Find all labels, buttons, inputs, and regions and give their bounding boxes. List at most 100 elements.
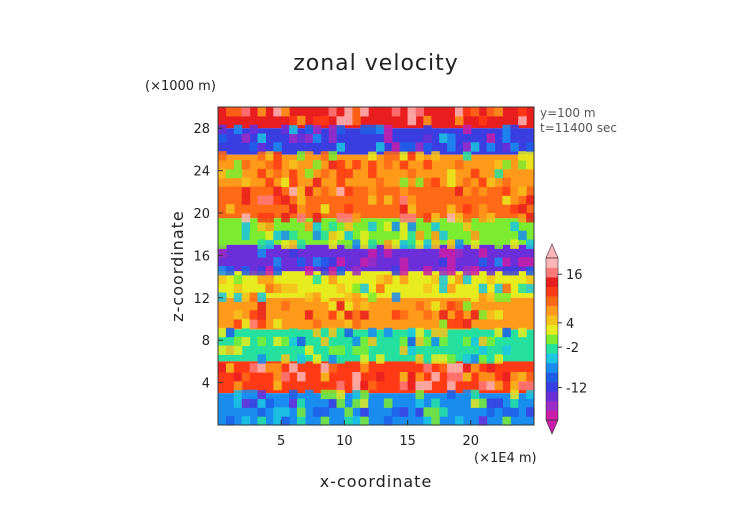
heatmap-cell bbox=[423, 354, 432, 364]
heatmap-cell bbox=[249, 363, 259, 373]
y-unit-label: (×1000 m) bbox=[145, 79, 216, 94]
heatmap-cell bbox=[273, 266, 282, 276]
y-axis-ticks: 4 8 12 16 20 24 28 bbox=[193, 122, 223, 392]
heatmap-cell bbox=[494, 248, 503, 258]
heatmap-cell bbox=[494, 283, 503, 294]
heatmap-cell bbox=[518, 160, 527, 170]
heatmap-cell bbox=[447, 239, 456, 249]
heatmap-cell bbox=[455, 274, 464, 285]
heatmap-cell bbox=[423, 380, 432, 391]
heatmap-cell bbox=[289, 319, 298, 329]
heatmap-cell bbox=[352, 336, 361, 347]
colorbar-segment bbox=[546, 258, 558, 268]
heatmap-cell bbox=[502, 160, 511, 170]
colorbar-segment bbox=[546, 267, 558, 278]
heatmap-cell bbox=[502, 124, 511, 135]
heatmap-cell bbox=[336, 186, 345, 196]
heatmap-cell bbox=[241, 186, 251, 196]
heatmap-cell bbox=[447, 160, 456, 170]
heatmap-cell bbox=[328, 151, 338, 161]
heatmap-cell bbox=[518, 151, 527, 161]
heatmap-cell bbox=[368, 336, 377, 347]
heatmap-cell bbox=[241, 363, 251, 373]
heatmap-cell bbox=[399, 266, 409, 276]
heatmap-cell bbox=[502, 266, 511, 276]
heatmap-cell bbox=[518, 372, 527, 382]
heatmap-cell bbox=[265, 363, 274, 373]
heatmap-cell bbox=[257, 354, 266, 364]
heatmap-cell bbox=[297, 372, 306, 382]
heatmap-cell bbox=[510, 239, 519, 249]
colorbar-segment bbox=[546, 296, 558, 306]
heatmap-cell bbox=[328, 221, 338, 232]
heatmap-cell bbox=[344, 416, 353, 426]
heatmap-cell bbox=[462, 142, 472, 152]
heatmap-cell bbox=[281, 239, 290, 249]
heatmap-cell bbox=[336, 213, 345, 223]
heatmap-cell bbox=[462, 389, 472, 400]
heatmap-cell bbox=[289, 168, 298, 179]
heatmap-cell bbox=[352, 345, 361, 355]
heatmap-cell bbox=[320, 327, 330, 338]
heatmap-cell bbox=[273, 186, 282, 196]
heatmap-cell bbox=[526, 151, 535, 161]
heatmap-cell bbox=[399, 319, 409, 329]
heatmap-cell bbox=[383, 133, 393, 143]
heatmap-cell bbox=[352, 292, 361, 302]
heatmap-cell bbox=[336, 177, 345, 188]
heatmap-cell bbox=[225, 107, 235, 117]
annotation-t: t=11400 sec bbox=[540, 121, 617, 135]
heatmap-cell bbox=[431, 274, 440, 285]
heatmap-cell bbox=[423, 336, 432, 347]
heatmap-cell bbox=[257, 257, 266, 267]
heatmap-cell bbox=[518, 186, 527, 196]
heatmap-cell bbox=[399, 213, 409, 223]
heatmap-cell bbox=[241, 177, 251, 188]
heatmap-cell bbox=[257, 195, 266, 205]
heatmap-cell bbox=[328, 327, 338, 338]
heatmap-cell bbox=[455, 301, 464, 311]
heatmap-cell bbox=[233, 345, 243, 355]
heatmap-cell bbox=[510, 398, 519, 408]
heatmap-cell bbox=[526, 195, 535, 205]
heatmap-cell bbox=[462, 151, 472, 161]
heatmap-cell bbox=[328, 354, 338, 364]
heatmap-cell bbox=[462, 301, 472, 311]
heatmap-cell bbox=[447, 380, 456, 391]
colorbar-segment bbox=[546, 410, 558, 421]
colorbar-segment bbox=[546, 334, 558, 345]
heatmap-cell bbox=[352, 213, 361, 223]
heatmap-cell bbox=[518, 204, 527, 214]
heatmap-cell bbox=[233, 124, 243, 135]
heatmap-cell bbox=[336, 354, 345, 364]
heatmap-cell bbox=[218, 327, 227, 338]
heatmap-cell bbox=[273, 142, 282, 152]
heatmap-cell bbox=[312, 124, 322, 135]
heatmap-cell bbox=[320, 336, 330, 347]
heatmap-cell bbox=[462, 213, 472, 223]
heatmap-cell bbox=[431, 416, 440, 426]
heatmap-cell bbox=[399, 160, 409, 170]
heatmap-cell bbox=[407, 195, 417, 205]
heatmap-cell bbox=[225, 266, 235, 276]
heatmap-cell bbox=[423, 266, 432, 276]
heatmap-cell bbox=[297, 354, 306, 364]
heatmap-cell bbox=[486, 354, 496, 364]
heatmap-cell bbox=[470, 354, 480, 364]
heatmap-cell bbox=[218, 177, 227, 188]
heatmap-cell bbox=[431, 177, 440, 188]
heatmap-cell bbox=[423, 221, 432, 232]
heatmap-cell bbox=[328, 239, 338, 249]
heatmap-cell bbox=[447, 195, 456, 205]
heatmap-cell bbox=[312, 213, 322, 223]
heatmap-cell bbox=[273, 151, 282, 161]
heatmap-cell bbox=[494, 327, 503, 338]
heatmap-cell bbox=[225, 327, 235, 338]
heatmap-cell bbox=[304, 133, 314, 143]
heatmap-cell bbox=[462, 363, 472, 373]
heatmap-cell bbox=[423, 124, 432, 135]
heatmap-cell bbox=[415, 301, 424, 311]
heatmap-cell bbox=[470, 389, 480, 400]
heatmap-cell bbox=[376, 142, 385, 152]
heatmap-cell bbox=[281, 354, 290, 364]
